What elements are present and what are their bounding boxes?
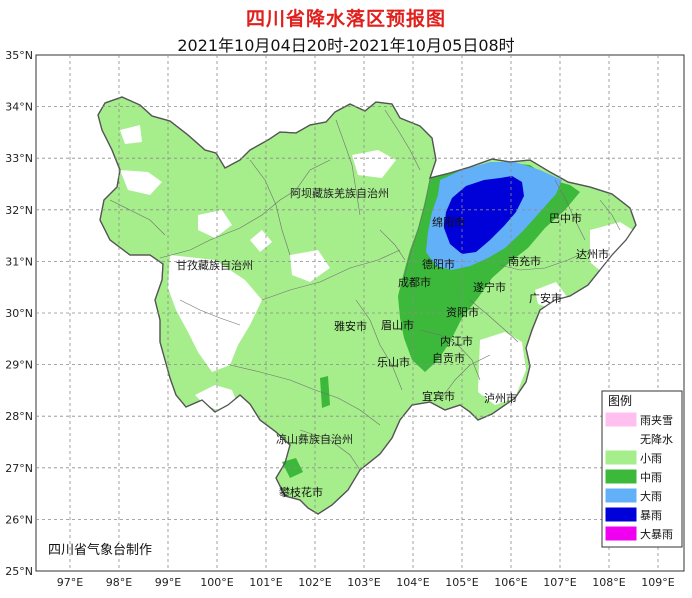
lat-tick-label: 32°N [5, 204, 33, 217]
city-label: 绵阳市 [432, 215, 465, 229]
lat-tick-label: 34°N [5, 101, 33, 114]
lon-tick-label: 105°E [445, 576, 478, 589]
prefecture-label: 阿坝藏族羌族自治州 [290, 186, 389, 200]
map-subtitle: 2021年10月04日20时-2021年10月05日08时 [177, 36, 515, 55]
legend-swatch [605, 488, 637, 503]
lon-tick-label: 101°E [249, 576, 282, 589]
legend-label: 雨夹雪 [640, 414, 673, 427]
credit-text: 四川省气象台制作 [48, 542, 152, 558]
province-outline [97, 96, 637, 515]
lat-tick-label: 29°N [5, 359, 33, 372]
lon-tick-label: 109°E [641, 576, 674, 589]
legend-label: 无降水 [640, 432, 673, 446]
legend-label: 小雨 [640, 452, 662, 465]
city-label: 自贡市 [432, 351, 465, 365]
lon-tick-label: 104°E [396, 576, 429, 589]
city-label: 眉山市 [381, 318, 414, 332]
latitude-labels: 35°N 34°N 33°N 32°N 31°N 30°N 29°N 28°N 27°N 26°N… [5, 49, 33, 578]
lon-tick-label: 98°E [106, 576, 132, 589]
legend-swatch [605, 526, 637, 541]
lon-tick-label: 97°E [57, 576, 83, 589]
legend-swatch [605, 450, 637, 465]
lon-tick-label: 103°E [347, 576, 380, 589]
legend-label: 中雨 [640, 471, 662, 484]
lon-tick-label: 106°E [494, 576, 527, 589]
legend-swatch [605, 431, 637, 446]
no-precip-areas [120, 125, 636, 412]
legend-label: 暴雨 [640, 509, 662, 522]
lat-tick-label: 28°N [5, 410, 33, 423]
moderate-rain-patch [282, 458, 303, 478]
city-label: 泸州市 [484, 391, 517, 405]
lon-tick-label: 102°E [298, 576, 331, 589]
city-label: 资阳市 [446, 305, 479, 319]
rainstorm-area [444, 176, 524, 254]
city-label: 宜宾市 [422, 389, 455, 403]
lon-tick-label: 108°E [592, 576, 625, 589]
city-label: 德阳市 [422, 257, 455, 271]
lat-tick-label: 35°N [5, 49, 33, 62]
lat-tick-label: 31°N [5, 255, 33, 268]
city-label: 南充市 [508, 254, 541, 268]
legend-label: 大雨 [640, 489, 662, 503]
lon-tick-label: 100°E [200, 576, 233, 589]
lat-tick-label: 25°N [5, 565, 33, 578]
legend-swatch [605, 412, 637, 427]
legend-title: 图例 [608, 394, 632, 408]
lat-lon-grid [36, 55, 684, 571]
city-label: 广安市 [529, 291, 562, 305]
city-label: 攀枝花市 [279, 485, 323, 499]
lon-tick-label: 99°E [155, 576, 181, 589]
legend-label: 大暴雨 [640, 527, 673, 541]
city-label: 成都市 [398, 275, 431, 289]
longitude-labels: 97°E 98°E 99°E 100°E 101°E 102°E 103°E 104°E 105… [57, 576, 675, 589]
city-label: 内江市 [440, 334, 473, 348]
lat-tick-label: 26°N [5, 513, 33, 526]
map-title: 四川省降水落区预报图 [245, 8, 446, 30]
city-label: 巴中市 [549, 211, 582, 225]
lat-tick-label: 27°N [5, 462, 33, 475]
district-boundaries [109, 109, 621, 471]
moderate-rain-patch [320, 376, 330, 408]
lon-tick-label: 107°E [543, 576, 576, 589]
prefecture-label: 凉山彝族自治州 [276, 432, 353, 446]
city-label: 达州市 [576, 247, 609, 261]
lat-tick-label: 33°N [5, 152, 33, 165]
city-label: 乐山市 [377, 355, 410, 369]
legend-swatch [605, 469, 637, 484]
prefecture-label: 甘孜藏族自治州 [176, 258, 253, 272]
lat-tick-label: 30°N [5, 307, 33, 320]
legend-swatch [605, 507, 637, 522]
city-label: 遂宁市 [473, 280, 506, 294]
city-label: 雅安市 [334, 319, 367, 333]
